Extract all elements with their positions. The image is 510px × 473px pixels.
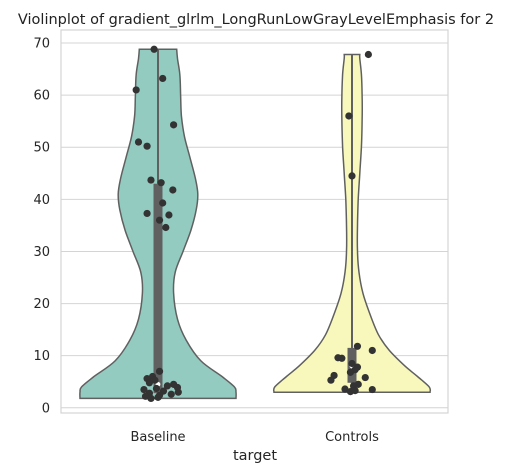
data-point — [327, 376, 335, 384]
chart-title: Violinplot of gradient_glrlm_LongRunLowG… — [18, 12, 494, 28]
plot-frame — [60, 29, 449, 414]
data-point — [132, 86, 140, 94]
data-point — [341, 385, 349, 393]
data-point — [364, 50, 372, 59]
data-point — [150, 45, 158, 53]
y-tick-label: 30 — [33, 245, 50, 260]
y-tick-label: 70 — [33, 37, 50, 52]
data-point — [170, 121, 178, 129]
data-point — [151, 376, 159, 384]
data-point — [143, 142, 151, 150]
data-point — [155, 216, 164, 224]
data-point — [348, 172, 356, 180]
data-point — [157, 179, 165, 187]
data-point — [346, 388, 355, 396]
data-point — [361, 373, 369, 382]
y-tick-label: 20 — [33, 297, 50, 312]
data-point — [368, 346, 376, 355]
y-tick-label: 10 — [33, 349, 50, 364]
data-point — [348, 359, 356, 368]
data-point — [345, 112, 353, 120]
x-tick-label-controls: Controls — [325, 430, 379, 445]
data-point — [163, 382, 171, 390]
data-point — [353, 342, 362, 350]
data-point — [167, 390, 175, 398]
data-point — [152, 384, 161, 393]
point-layer — [132, 45, 376, 403]
x-tick-labels: Baseline Controls — [130, 430, 379, 445]
data-point — [346, 368, 355, 376]
y-tick-label: 60 — [33, 89, 50, 104]
data-point — [368, 385, 376, 394]
x-axis-label: target — [233, 448, 277, 464]
data-point — [154, 393, 162, 401]
data-point — [165, 211, 173, 219]
data-point — [174, 388, 182, 396]
data-point — [134, 138, 143, 146]
data-point — [169, 186, 177, 194]
data-point — [147, 394, 155, 403]
y-tick-label: 40 — [33, 193, 50, 208]
x-tick-label-baseline: Baseline — [130, 430, 185, 445]
data-point — [147, 176, 155, 184]
y-tick-label: 0 — [42, 401, 50, 416]
y-tick-label: 50 — [33, 141, 50, 156]
data-point — [145, 379, 154, 387]
data-point — [338, 354, 346, 362]
data-point — [159, 74, 167, 83]
data-point — [141, 392, 150, 400]
y-tick-labels: 0 10 20 30 40 50 60 70 — [33, 37, 50, 417]
data-point — [143, 209, 151, 218]
data-point — [159, 199, 167, 207]
data-point — [155, 367, 164, 375]
violin-layer — [79, 48, 432, 400]
iqr-box-baseline — [153, 183, 163, 394]
data-point — [140, 385, 148, 394]
data-point — [162, 223, 170, 232]
